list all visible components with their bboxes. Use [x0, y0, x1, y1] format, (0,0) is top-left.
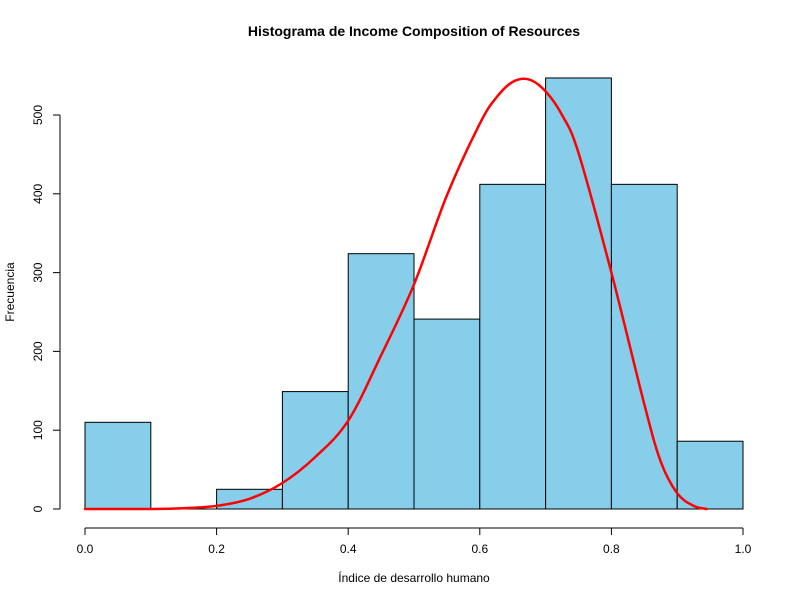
- x-axis-label: Índice de desarrollo humano: [338, 570, 490, 585]
- histogram-bar-4: [347, 253, 415, 510]
- y-tick-label: 100: [31, 420, 45, 440]
- histogram-bar-9: [676, 440, 744, 510]
- histogram-bar-5: [413, 318, 481, 510]
- x-tick-label: 0.2: [208, 542, 225, 556]
- density-curve: [83, 77, 709, 511]
- y-tick-label: 0: [31, 505, 45, 512]
- x-axis: 0.0 0.2 0.4 0.6 0.8 1.0: [77, 527, 752, 556]
- x-tick-label: 0.0: [77, 542, 94, 556]
- histogram-bar-0: [84, 421, 152, 510]
- histogram-bar-8: [610, 183, 678, 510]
- y-tick-label: 500: [31, 105, 45, 125]
- y-tick-label: 400: [31, 183, 45, 203]
- y-tick-label: 200: [31, 341, 45, 361]
- histogram-bar-3: [281, 391, 349, 510]
- x-tick-label: 0.6: [471, 542, 488, 556]
- x-tick-label: 0.4: [340, 542, 357, 556]
- bars-group: [84, 77, 744, 510]
- y-axis-label: Frecuencia: [3, 262, 17, 322]
- x-tick-label: 0.8: [603, 542, 620, 556]
- x-tick-label: 1.0: [735, 542, 752, 556]
- y-tick-label: 300: [31, 262, 45, 282]
- histogram-bar-7: [545, 77, 612, 510]
- density-curve-group: [83, 77, 709, 511]
- chart-title: Histograma de Income Composition of Reso…: [248, 23, 580, 39]
- histogram-bar-6: [479, 183, 547, 510]
- y-axis: 0 100 200 300 400 500: [31, 105, 61, 512]
